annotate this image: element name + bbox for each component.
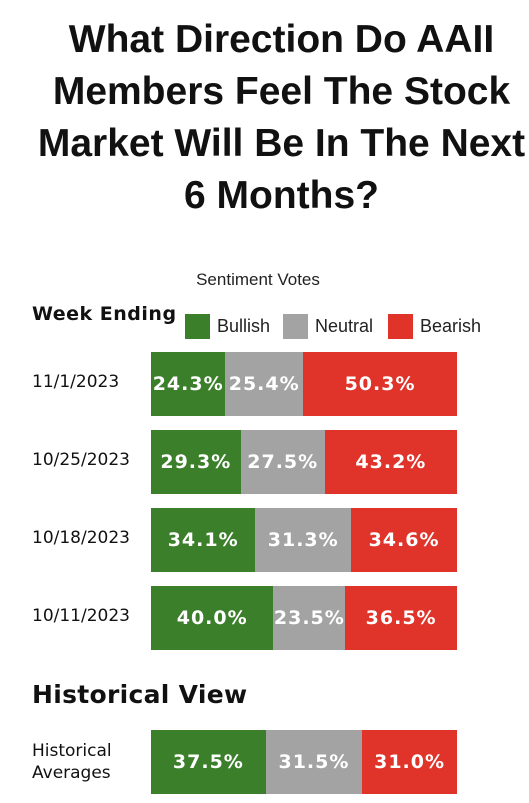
bar-segment-neutral: 27.5% — [240, 430, 325, 494]
bar-value-label-bearish: 43.2% — [355, 451, 427, 473]
bar-value-label-bearish: 50.3% — [344, 373, 416, 395]
sentiment-bar: 29.3% 27.5% 43.2% — [151, 430, 457, 494]
row-label: 10/18/2023 — [32, 528, 130, 548]
bar-segment-bearish: 34.6% — [351, 508, 457, 572]
bar-segment-bearish: 43.2% — [324, 430, 457, 494]
row-label: 10/25/2023 — [32, 450, 130, 470]
bar-segment-bullish: 24.3% — [151, 352, 226, 416]
row-header: Week Ending — [32, 303, 177, 325]
historical-bar: 37.5% 31.5% 31.0% — [151, 730, 457, 794]
historical-value-label-neutral: 31.5% — [278, 751, 350, 773]
historical-label-line-1: Historical — [32, 741, 112, 761]
sentiment-bar: 40.0% 23.5% 36.5% — [151, 586, 457, 650]
bar-value-label-bullish: 34.1% — [167, 529, 239, 551]
historical-segment-bullish: 37.5% — [151, 730, 266, 794]
bar-value-label-bullish: 24.3% — [152, 373, 224, 395]
bar-value-label-neutral: 25.4% — [228, 373, 300, 395]
bar-value-label-bullish: 40.0% — [176, 607, 248, 629]
bar-value-label-neutral: 31.3% — [267, 529, 339, 551]
historical-label-line-2: Averages — [32, 763, 111, 783]
bar-segment-neutral: 25.4% — [225, 352, 304, 416]
bar-segment-bullish: 29.3% — [151, 430, 241, 494]
sentiment-bar: 34.1% 31.3% 34.6% — [151, 508, 457, 572]
historical-segment-bearish: 31.0% — [362, 730, 457, 794]
bar-value-label-neutral: 27.5% — [247, 451, 319, 473]
historical-section-title: Historical View — [32, 680, 248, 709]
bar-value-label-bearish: 34.6% — [368, 529, 440, 551]
bar-segment-neutral: 23.5% — [273, 586, 346, 650]
chart-title-text: What Direction Do AAII Members Feel The … — [37, 18, 526, 217]
row-label: 11/1/2023 — [32, 372, 120, 392]
historical-value-label-bullish: 37.5% — [172, 751, 244, 773]
legend-label-neutral: Neutral — [315, 316, 374, 336]
bar-value-label-bearish: 36.5% — [365, 607, 437, 629]
bar-segment-bullish: 40.0% — [151, 586, 274, 650]
chart-subtitle: Sentiment Votes — [196, 270, 320, 289]
legend-swatch-neutral — [283, 314, 308, 339]
bar-value-label-neutral: 23.5% — [273, 607, 345, 629]
sentiment-bar: 24.3% 25.4% 50.3% — [151, 352, 457, 416]
chart-title: What Direction Do AAII Members Feel The … — [34, 14, 529, 222]
bar-segment-bearish: 36.5% — [345, 586, 457, 650]
legend-swatch-bearish — [388, 314, 413, 339]
bar-segment-neutral: 31.3% — [255, 508, 352, 572]
legend-label-bullish: Bullish — [217, 316, 271, 336]
historical-segment-neutral: 31.5% — [265, 730, 363, 794]
bar-segment-bullish: 34.1% — [151, 508, 256, 572]
bar-value-label-bullish: 29.3% — [160, 451, 232, 473]
historical-value-label-bearish: 31.0% — [374, 751, 446, 773]
legend-label-bearish: Bearish — [420, 316, 482, 336]
bar-segment-bearish: 50.3% — [303, 352, 457, 416]
historical-row-label: Historical Averages — [32, 740, 112, 784]
row-label: 10/11/2023 — [32, 606, 130, 626]
legend-swatch-bullish — [185, 314, 210, 339]
